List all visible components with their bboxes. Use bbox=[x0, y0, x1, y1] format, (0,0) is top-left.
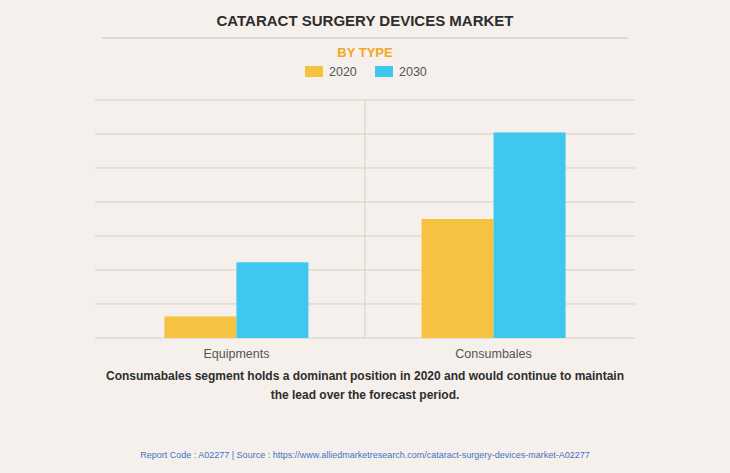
x-tick-label: Equipments bbox=[203, 347, 269, 361]
legend-swatch bbox=[375, 66, 393, 77]
bar bbox=[422, 219, 494, 338]
footer: Report Code : A02277 | Source : https://… bbox=[140, 450, 590, 460]
bar bbox=[494, 132, 566, 338]
legend-label: 2020 bbox=[329, 65, 357, 79]
legend-label: 2030 bbox=[399, 65, 427, 79]
bars bbox=[164, 132, 565, 338]
subtitle: BY TYPE bbox=[337, 45, 393, 60]
title: CATARACT SURGERY DEVICES MARKET bbox=[217, 12, 514, 29]
annotation: Consumabales segment holds a dominant po… bbox=[106, 369, 624, 402]
bar bbox=[164, 316, 236, 338]
background bbox=[0, 0, 730, 473]
bar bbox=[236, 262, 308, 338]
chart: CATARACT SURGERY DEVICES MARKET BY TYPE 20… bbox=[0, 0, 730, 473]
group-divider bbox=[365, 100, 366, 338]
legend-swatch bbox=[305, 66, 323, 77]
grid bbox=[95, 100, 635, 338]
legend: 2020 2030 bbox=[305, 65, 427, 79]
x-tick-label: Consumbales bbox=[455, 347, 531, 361]
separator bbox=[102, 38, 628, 39]
chart-container: CATARACT SURGERY DEVICES MARKET BY TYPE 20… bbox=[0, 0, 730, 473]
